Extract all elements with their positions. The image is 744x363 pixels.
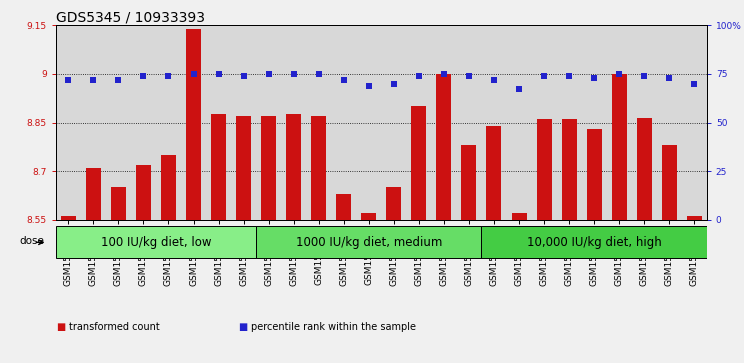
Bar — [386, 187, 401, 220]
Bar — [256, 227, 481, 258]
Bar — [487, 126, 501, 220]
Bar — [481, 227, 707, 258]
Bar — [536, 119, 551, 220]
Bar — [336, 194, 351, 220]
Text: ■: ■ — [238, 322, 247, 332]
Bar — [612, 74, 626, 220]
Bar — [111, 187, 126, 220]
Bar — [437, 74, 452, 220]
Text: GDS5345 / 10933393: GDS5345 / 10933393 — [56, 10, 205, 24]
Bar — [562, 119, 577, 220]
Bar — [637, 118, 652, 220]
Bar — [311, 116, 326, 220]
Bar — [461, 145, 476, 220]
Text: dose: dose — [19, 236, 45, 246]
Bar — [136, 164, 151, 220]
Bar — [61, 216, 76, 220]
Text: 10,000 IU/kg diet, high: 10,000 IU/kg diet, high — [527, 236, 661, 249]
Bar — [56, 227, 256, 258]
Text: percentile rank within the sample: percentile rank within the sample — [251, 322, 417, 332]
Text: ■: ■ — [56, 322, 65, 332]
Bar — [362, 213, 376, 220]
Bar — [211, 114, 226, 220]
Bar — [236, 116, 251, 220]
Bar — [186, 29, 201, 220]
Bar — [687, 216, 702, 220]
Bar — [86, 168, 101, 220]
Bar — [286, 114, 301, 220]
Text: 100 IU/kg diet, low: 100 IU/kg diet, low — [100, 236, 211, 249]
Bar — [586, 129, 602, 220]
Bar — [261, 116, 276, 220]
Text: transformed count: transformed count — [69, 322, 160, 332]
Bar — [411, 106, 426, 220]
Bar — [161, 155, 176, 220]
Text: 1000 IU/kg diet, medium: 1000 IU/kg diet, medium — [295, 236, 442, 249]
Bar — [512, 213, 527, 220]
Bar — [661, 145, 677, 220]
